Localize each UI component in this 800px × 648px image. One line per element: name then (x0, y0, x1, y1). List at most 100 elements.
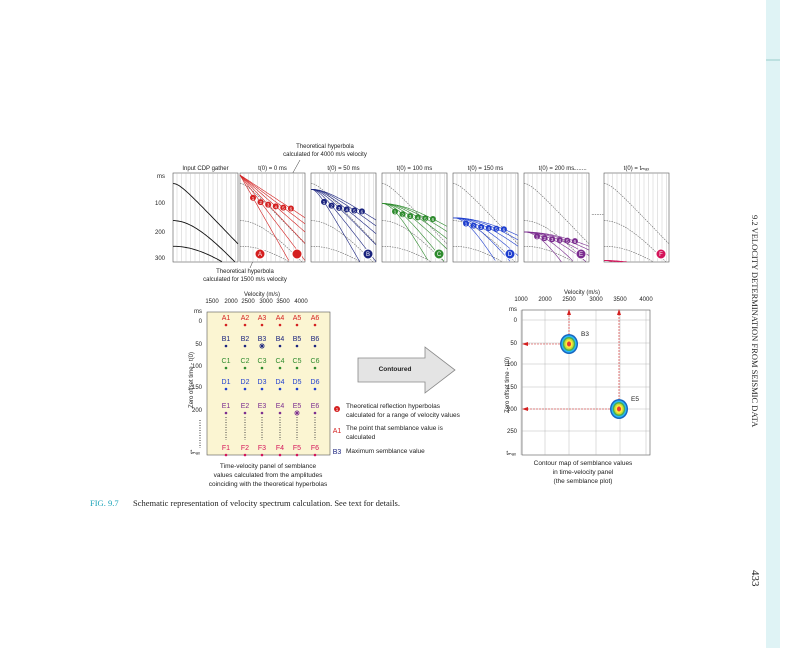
hyperbola-marker (250, 194, 256, 201)
semblance-contour (567, 341, 571, 347)
grid-point-label: B3 (258, 336, 267, 343)
grid-point (224, 366, 228, 370)
arrow-label: Contoured (379, 366, 412, 373)
legend-symbol: A1 (333, 428, 342, 435)
panel-caption: Contour map of semblance values (534, 460, 633, 467)
reflection (523, 183, 590, 245)
time-unit: ms (157, 174, 165, 180)
callout-bottom: Theoretical hyperbola (216, 269, 274, 275)
panel-caption: values calculated from the amplitudes (214, 472, 324, 479)
grid-point-label: D4 (276, 379, 285, 386)
hyperbola-number: 1 (323, 200, 326, 205)
time-axis-title: Zero offset time - t(0) (189, 352, 195, 408)
reflection (311, 246, 360, 262)
reflection (382, 220, 445, 263)
panel-title: t(0) = 100 ms (397, 166, 433, 172)
grid-point-label: C3 (258, 358, 267, 365)
pick-arrow (522, 342, 528, 346)
ellipsis: ........ (591, 211, 605, 217)
panel-marker (504, 248, 516, 260)
grid-point-label: B4 (276, 336, 285, 343)
velocity-tick: 3000 (259, 299, 273, 305)
theoretical-hyperbola (381, 203, 445, 262)
callout-top: Theoretical hyperbola (296, 144, 354, 150)
hyperbola-marker (478, 224, 485, 231)
theoretical-hyperbola (524, 231, 574, 262)
grid-point (278, 387, 282, 391)
panel-caption: in time-velocity panel (553, 469, 614, 476)
reflection (453, 246, 502, 262)
panel-marker (575, 248, 587, 260)
reflection (604, 246, 653, 262)
theoretical-hyperbola (453, 217, 511, 262)
theoretical-hyperbola (524, 231, 590, 247)
theoretical-hyperbola (381, 203, 448, 250)
hyperbola-marker (392, 208, 398, 215)
hyperbola-number: 6 (503, 227, 506, 232)
reflection (310, 183, 377, 245)
panel-frame (603, 172, 670, 263)
grid-point-label: D3 (258, 379, 267, 386)
time-tick: 250 (507, 429, 518, 435)
grid-point (243, 453, 247, 457)
grid-point (278, 366, 282, 370)
panel-marker (291, 248, 303, 260)
grid-point (313, 411, 317, 415)
grid-point-label: F4 (276, 445, 284, 452)
hyperbola-number: 5 (424, 216, 427, 221)
grid-point-label: D2 (241, 379, 250, 386)
legend-text: calculated for a range of velocity value… (346, 412, 461, 419)
theoretical-hyperbola (453, 217, 519, 256)
theoretical-hyperbola (239, 174, 306, 244)
reflection (524, 246, 573, 262)
max-marker (259, 343, 265, 349)
hyperbola-marker (500, 226, 507, 233)
grid-point-label: A5 (293, 315, 302, 322)
ellipsis: ........ (573, 166, 587, 172)
grid-point (260, 323, 264, 327)
grid-point (224, 323, 228, 327)
legend-text: Maximum semblance value (346, 448, 425, 455)
theoretical-hyperbola (311, 189, 377, 227)
grid-point-label: C4 (276, 358, 285, 365)
theoretical-hyperbola (604, 260, 627, 263)
legend-symbol: 1 (336, 407, 339, 412)
panel-title: t(0) = 200 ms (539, 166, 575, 172)
hyperbola-number: 3 (551, 237, 554, 242)
grid-point (260, 366, 264, 370)
callout-bottom: calculated for 1500 m/s velocity (203, 277, 287, 283)
time-unit: ms (509, 307, 517, 313)
grid-point-label: C5 (293, 358, 302, 365)
grid-point (260, 387, 264, 391)
velocity-tick: 3500 (613, 297, 627, 303)
pick-arrow (567, 309, 571, 315)
hyperbola-number: 2 (543, 236, 546, 241)
hyperbola-marker (358, 208, 365, 215)
hyperbola-marker (321, 198, 327, 205)
grid-point (295, 344, 299, 348)
callout-top: calculated for 4000 m/s velocity (283, 152, 367, 158)
panel-marker-a (254, 248, 266, 260)
velocity-tick: 1000 (514, 297, 528, 303)
velocity-tick: 1500 (205, 299, 219, 305)
theoretical-hyperbola (523, 231, 562, 263)
grid-point-label: C1 (222, 358, 231, 365)
reflection (240, 246, 289, 262)
grid-point (313, 323, 317, 327)
time-tick: 300 (155, 256, 166, 262)
figure-caption: Schematic representation of velocity spe… (133, 498, 400, 508)
grid-point (313, 387, 317, 391)
grid-point-label: E4 (276, 403, 285, 410)
time-tick: 100 (507, 362, 518, 368)
panel-marker (655, 248, 667, 260)
theoretical-hyperbola (311, 189, 377, 221)
hyperbola-number: 4 (558, 238, 561, 243)
time-tick: 200 (155, 230, 166, 236)
theoretical-hyperbola (381, 203, 428, 260)
time-tick: 100 (155, 201, 166, 207)
figure-label: FIG. 9.7 (90, 498, 119, 508)
hyperbola-number: 4 (274, 204, 277, 209)
hyperbola-marker (280, 204, 287, 211)
time-tick: 150 (507, 385, 518, 391)
grid-point-label: E2 (241, 403, 250, 410)
